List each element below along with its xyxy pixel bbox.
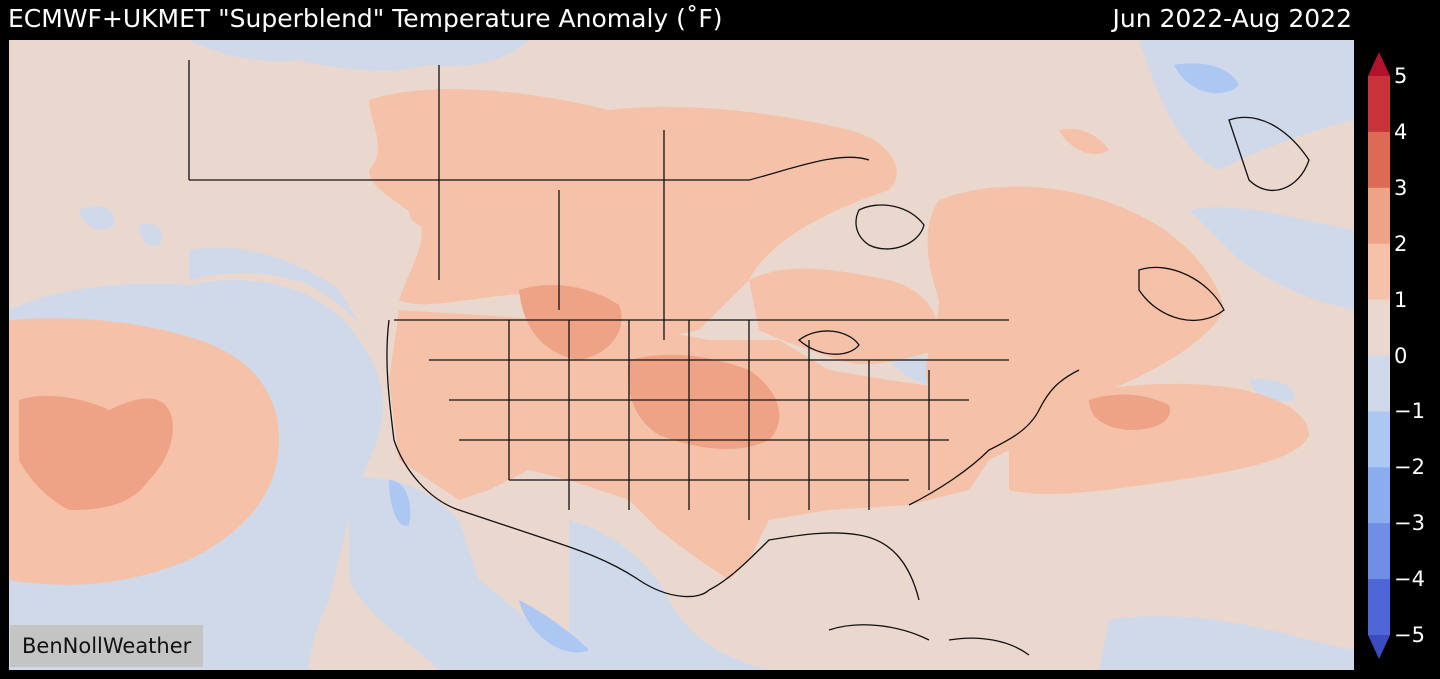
colorbar-band (1368, 411, 1390, 468)
colorbar-band (1368, 187, 1390, 245)
colorbar-under-arrow (1368, 635, 1390, 659)
forecast-period: Jun 2022-Aug 2022 (1112, 4, 1353, 33)
colorbar-tick-label: −5 (1394, 623, 1425, 647)
colorbar-tick-label: 5 (1394, 64, 1408, 88)
colorbar (1368, 52, 1390, 659)
colorbar-tick-label: 3 (1394, 175, 1408, 200)
boundary-lines (188, 60, 1310, 656)
colorbar-band (1368, 243, 1390, 301)
colorbar-band (1368, 579, 1390, 636)
colorbar-tick-label: 4 (1394, 119, 1408, 144)
colorbar-band (1368, 467, 1390, 524)
credit-label: BenNollWeather (10, 625, 204, 667)
colorbar-tick-label: 1 (1394, 287, 1408, 312)
colorbar-band (1368, 299, 1390, 356)
colorbar-over-arrow (1368, 52, 1390, 76)
colorbar-tick-label: −4 (1394, 567, 1425, 592)
colorbar-tick-label: −3 (1394, 511, 1425, 536)
anomaly-map (9, 40, 1354, 670)
colorbar-tick-label: −1 (1394, 399, 1425, 424)
below-normal-patches (389, 63, 1239, 653)
map-title: ECMWF+UKMET "Superblend" Temperature Ano… (8, 4, 723, 33)
warmer-anomaly-areas (19, 285, 1170, 510)
colorbar-band (1368, 355, 1390, 412)
colorbar-band (1368, 76, 1390, 133)
colorbar-tick-label: 2 (1394, 231, 1408, 256)
colorbar-tick-label: −2 (1394, 455, 1425, 480)
colorbar-band (1368, 131, 1390, 189)
colorbar-band (1368, 523, 1390, 580)
colorbar-tick-label: 0 (1394, 343, 1408, 368)
